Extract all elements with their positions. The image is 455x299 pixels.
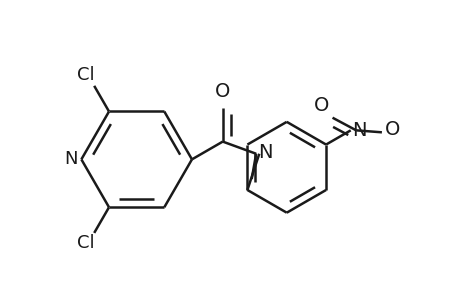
Text: N: N [352,121,366,140]
Text: O: O [215,82,230,101]
Text: Cl: Cl [77,234,95,252]
Text: O: O [385,120,400,139]
Text: N: N [65,150,78,168]
Text: Cl: Cl [77,66,95,84]
Text: O: O [314,96,329,115]
Text: N: N [258,144,272,162]
